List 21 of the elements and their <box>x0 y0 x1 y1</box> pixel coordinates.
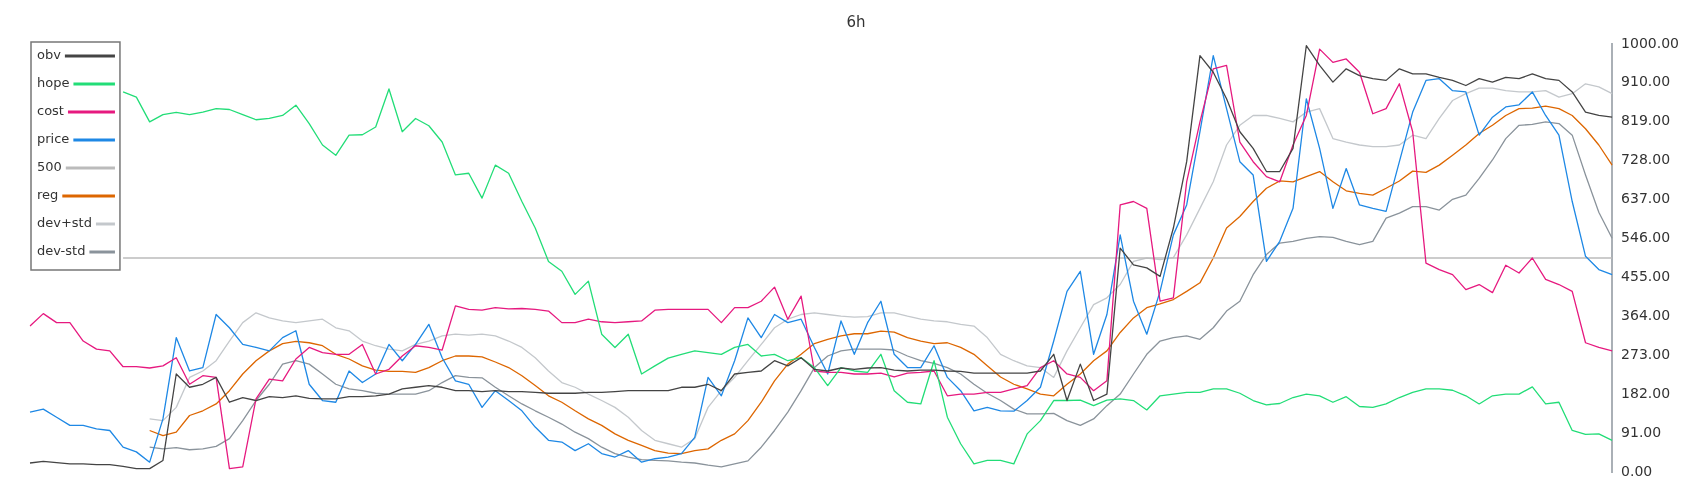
y-tick-label: 546.00 <box>1621 228 1671 245</box>
y-tick-label: 455.00 <box>1621 267 1671 284</box>
legend-label: reg <box>37 187 59 203</box>
y-tick-label: 910.00 <box>1621 73 1671 90</box>
chart-title: 6h <box>846 12 866 31</box>
y-tick-label: 182.00 <box>1621 384 1671 401</box>
y-tick-label: 1000.00 <box>1621 34 1680 51</box>
y-tick-label: 728.00 <box>1621 151 1671 168</box>
legend-label: cost <box>37 103 64 119</box>
legend-label: hope <box>37 75 70 91</box>
y-tick-label: 273.00 <box>1621 345 1671 362</box>
y-tick-label: 637.00 <box>1621 190 1671 206</box>
y-tick-label: 0.00 <box>1621 462 1653 479</box>
y-tick-label: 91.00 <box>1621 423 1662 440</box>
legend-label: price <box>37 131 70 147</box>
legend-label: obv <box>37 47 62 63</box>
y-tick-label: 819.00 <box>1621 112 1671 129</box>
legend-label: dev+std <box>37 215 92 231</box>
legend-label: dev-std <box>37 243 86 259</box>
legend-label: 500 <box>37 159 62 175</box>
y-tick-label: 364.00 <box>1621 306 1671 323</box>
